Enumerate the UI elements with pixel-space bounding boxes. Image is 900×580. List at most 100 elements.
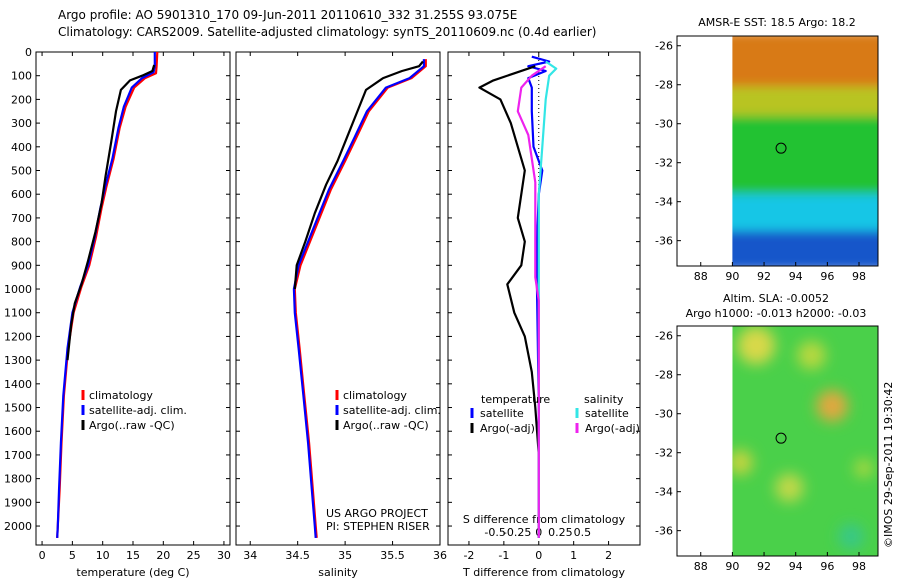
map-frame <box>676 325 879 557</box>
map-blob <box>854 458 874 478</box>
series-line-blue <box>292 59 425 538</box>
y-tick-label: -26 <box>655 40 673 53</box>
map-band <box>732 36 878 95</box>
x-tick-label: 90 <box>725 270 739 283</box>
x-tick-label: -2 <box>463 549 474 562</box>
legend-label: climatology <box>89 389 153 402</box>
legend-label: Argo(..raw -QC) <box>343 419 429 432</box>
series-line-black <box>66 64 156 361</box>
x-tick-label: 34 <box>243 549 257 562</box>
map-data <box>732 36 878 266</box>
y-tick-label: 0 <box>25 46 32 59</box>
y-tick-label: -28 <box>655 369 673 382</box>
legend-label: satellite-adj. clim. <box>89 404 187 417</box>
plot-frame <box>235 51 441 546</box>
map-frame <box>676 35 879 267</box>
x-tick-label: 96 <box>820 270 834 283</box>
credit-line-1: US ARGO PROJECT <box>326 507 428 520</box>
x-tick-label: 90 <box>725 560 739 573</box>
argo-position-marker <box>775 142 787 154</box>
y-tick-label: -26 <box>655 330 673 343</box>
series-group <box>56 52 159 538</box>
temperature-panel: 0100200300400500600700800900100011001200… <box>4 46 231 579</box>
header-line-1: Argo profile: AO 5901310_170 09-Jun-2011… <box>58 8 517 22</box>
series-line-black <box>478 65 540 538</box>
x-tick-label: 25 <box>187 549 201 562</box>
x-tick-label: 88 <box>694 560 708 573</box>
legend-label: climatology <box>343 389 407 402</box>
y-tick-label: 100 <box>11 70 32 83</box>
sst-map-panel: 88 90 92 94 96 98 -26 -28 -30 -32 -34 -36 <box>655 35 879 283</box>
legend-label: satellite <box>480 407 524 420</box>
sla-map-title-1: Altim. SLA: -0.0052 <box>723 292 829 305</box>
map-blob <box>737 326 776 365</box>
y-tick-label: -32 <box>655 447 673 460</box>
x-tick-label: 15 <box>126 549 140 562</box>
y-tick-label: 1500 <box>4 402 32 415</box>
x-tick-label: 36 <box>433 549 447 562</box>
y-tick-label: -30 <box>655 118 673 131</box>
x-axis-label: salinity <box>318 566 358 579</box>
x-tick-label: 92 <box>757 560 771 573</box>
x-tick-label: 96 <box>820 560 834 573</box>
top-x-tick-label: 0.25 <box>548 526 573 539</box>
y-tick-label: -34 <box>655 196 673 209</box>
legend-label: Argo(-adj) <box>585 422 640 435</box>
series-line-red <box>293 59 427 538</box>
y-tick-label: 1400 <box>4 378 32 391</box>
plot-frame <box>447 51 641 546</box>
x-tick-label: 88 <box>694 270 708 283</box>
difference-panel: -2 -1 0 1 2 T difference from climatology -0.5… <box>447 51 641 579</box>
legend-label: Argo(-adj) <box>480 422 535 435</box>
legend-label: satellite-adj. clim. <box>343 404 441 417</box>
sst-map-title: AMSR-E SST: 18.5 Argo: 18.2 <box>698 16 856 29</box>
x-tick-label: 92 <box>757 270 771 283</box>
map-blob <box>797 340 826 370</box>
x-tick-label: 20 <box>156 549 170 562</box>
legend-label: Argo(..raw -QC) <box>89 419 175 432</box>
series-line-red <box>56 52 159 538</box>
map-band <box>732 230 878 266</box>
y-tick-label: 900 <box>11 259 32 272</box>
legend-header: temperature <box>481 393 550 406</box>
y-tick-label: -34 <box>655 486 673 499</box>
y-tick-label: -32 <box>655 157 673 170</box>
y-tick-label: 1700 <box>4 449 32 462</box>
series-line-blue <box>56 52 156 538</box>
x-tick-label: 94 <box>789 270 803 283</box>
y-tick-label: 1800 <box>4 473 32 486</box>
x-axis-label: T difference from climatology <box>462 566 625 579</box>
x-tick-label: 98 <box>852 560 866 573</box>
y-tick-label: 600 <box>11 188 32 201</box>
y-tick-label: 500 <box>11 165 32 178</box>
series-line-black <box>293 60 424 290</box>
sla-map-panel: 88 90 92 94 96 98 -26 -28 -30 -32 -34 -36 <box>655 325 879 573</box>
x-tick-label: 94 <box>789 560 803 573</box>
series-line-magenta <box>516 65 547 538</box>
y-tick-label: 400 <box>11 141 32 154</box>
x-tick-label: 10 <box>96 549 110 562</box>
y-tick-label: 700 <box>11 212 32 225</box>
plot-frame <box>35 51 231 546</box>
argo-position-marker <box>775 432 787 444</box>
x-tick-label: 35 <box>338 549 352 562</box>
timestamp-stamp: ©IMOS 29-Sep-2011 19:30:42 <box>882 382 895 548</box>
map-blob <box>838 523 864 550</box>
map-blob <box>732 449 753 476</box>
map-blob <box>816 390 848 422</box>
y-tick-label: 1600 <box>4 425 32 438</box>
x-tick-label: 0 <box>535 549 542 562</box>
map-bands <box>732 36 878 266</box>
top-x-tick-label: -0.25 <box>503 526 531 539</box>
x-tick-label: 34.5 <box>285 549 310 562</box>
top-x-axis-label: S difference from climatology <box>463 513 626 526</box>
y-tick-label: 2000 <box>4 520 32 533</box>
x-tick-label: 5 <box>69 549 76 562</box>
header-line-2: Climatology: CARS2009. Satellite-adjuste… <box>58 25 596 39</box>
series-group <box>478 55 558 538</box>
series-group <box>292 59 427 538</box>
salinity-panel: 34 34.5 35 35.5 36 salinity climatology satelli… <box>235 51 447 579</box>
x-tick-label: 2 <box>605 549 612 562</box>
top-x-tick-label: 0.5 <box>574 526 592 539</box>
